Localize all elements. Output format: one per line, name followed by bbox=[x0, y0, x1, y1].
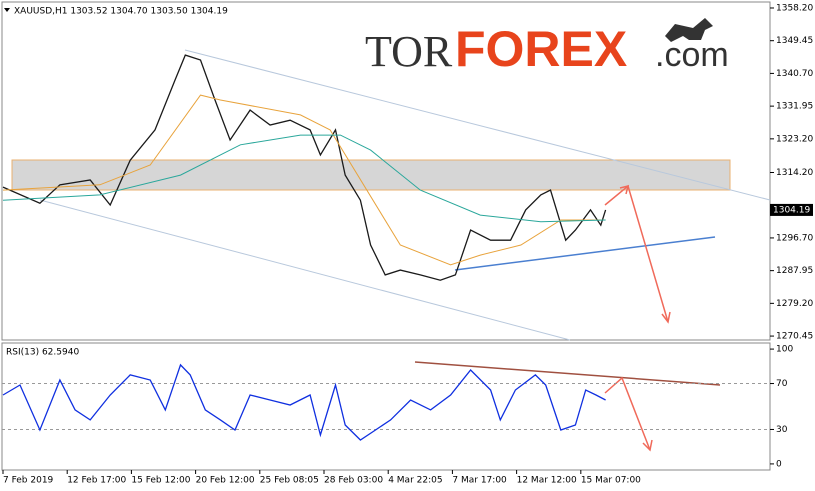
y-tick-label: 1349.45 bbox=[776, 36, 813, 46]
x-tick-label: 4 Mar 22:05 bbox=[388, 476, 442, 486]
rsi-trend-line bbox=[414, 361, 721, 386]
rsi-panel bbox=[1, 342, 771, 471]
chart-title: XAUUSD,H1 1303.52 1304.70 1303.50 1304.1… bbox=[14, 7, 228, 17]
x-tick-label: 25 Feb 08:05 bbox=[260, 476, 319, 486]
x-tick-label: 7 Feb 2019 bbox=[3, 476, 54, 486]
x-tick-label: 7 Mar 17:00 bbox=[452, 476, 507, 486]
x-tick-label: 15 Mar 07:00 bbox=[581, 476, 641, 486]
y-tick-label: 1296.70 bbox=[776, 233, 813, 243]
logo-com: .com bbox=[655, 36, 729, 74]
rsi-forecast-arrow bbox=[604, 376, 651, 451]
y-tick-label: 1270.45 bbox=[776, 332, 813, 342]
logo-tor: TOR bbox=[365, 27, 453, 76]
y-tick-label: 100 bbox=[776, 345, 793, 355]
y-tick-label: 1279.20 bbox=[776, 299, 813, 309]
y-tick-label: 70 bbox=[776, 379, 788, 389]
y-tick-label: 1340.70 bbox=[776, 69, 813, 79]
series-line bbox=[2, 54, 607, 281]
y-tick-label: 30 bbox=[776, 425, 788, 435]
logo-bull bbox=[665, 18, 713, 42]
arrow-head bbox=[661, 311, 671, 324]
x-tick-label: 12 Mar 12:00 bbox=[517, 476, 577, 486]
arrow-head bbox=[642, 439, 653, 452]
arrow-head bbox=[619, 184, 630, 195]
logo-forex: FOREX bbox=[455, 21, 627, 77]
channel-upper bbox=[184, 49, 771, 201]
price-panel bbox=[1, 1, 771, 341]
x-tick-label: 15 Feb 12:00 bbox=[131, 476, 190, 486]
forecast-arrow bbox=[604, 184, 669, 323]
x-tick-label: 12 Feb 17:00 bbox=[67, 476, 126, 486]
x-tick-label: 20 Feb 12:00 bbox=[196, 476, 255, 486]
y-tick-label: 1287.95 bbox=[776, 266, 813, 276]
last-price-label: 1304.19 bbox=[773, 205, 810, 215]
y-tick-label: 1323.20 bbox=[776, 134, 813, 144]
x-tick-label: 28 Feb 03:00 bbox=[324, 476, 383, 486]
channel-lower bbox=[39, 199, 571, 341]
y-tick-label: 1331.95 bbox=[776, 102, 813, 112]
y-tick-label: 1358.20 bbox=[776, 3, 813, 13]
title-arrow bbox=[4, 8, 10, 12]
series-line bbox=[2, 94, 606, 266]
y-tick-label: 0 bbox=[776, 459, 782, 469]
series-line bbox=[2, 134, 606, 223]
trend-line bbox=[454, 236, 716, 271]
resistance-zone bbox=[11, 159, 731, 191]
y-tick-label: 1314.20 bbox=[776, 168, 813, 178]
series-line bbox=[2, 363, 606, 441]
rsi-title: RSI(13) 62.5940 bbox=[6, 348, 79, 358]
last-price-box bbox=[770, 203, 813, 216]
